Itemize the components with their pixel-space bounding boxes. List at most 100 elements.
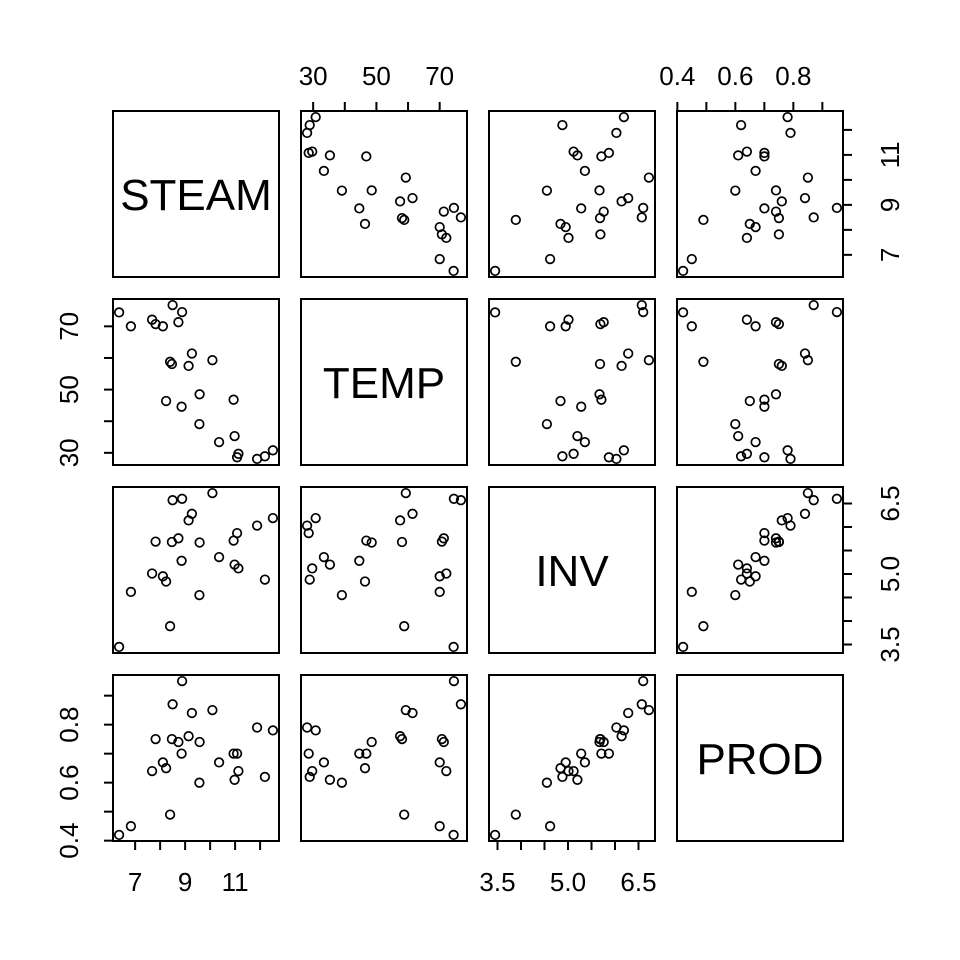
data-point — [595, 229, 606, 240]
axis-tick-label: 5.0 — [550, 867, 586, 897]
data-point — [677, 265, 689, 277]
data-point — [594, 389, 605, 400]
panel-box — [676, 486, 844, 654]
data-point — [735, 451, 747, 462]
data-point — [802, 172, 814, 183]
data-point — [750, 551, 761, 563]
data-point — [759, 151, 770, 162]
data-point — [555, 218, 566, 230]
data-point — [831, 493, 843, 504]
data-point — [399, 214, 410, 226]
axis-tick-label: 0.6 — [717, 61, 753, 91]
data-point — [759, 147, 770, 159]
data-point — [686, 586, 697, 598]
data-point — [776, 515, 787, 526]
data-point — [336, 777, 348, 788]
axis-tick-label: 9 — [178, 867, 192, 897]
data-point — [213, 551, 225, 563]
data-point — [576, 203, 587, 214]
data-point — [267, 512, 279, 524]
data-point — [782, 445, 793, 456]
data-point — [831, 202, 843, 214]
data-point — [773, 536, 785, 548]
data-point — [611, 127, 622, 139]
data-point — [167, 699, 178, 710]
data-point — [594, 733, 606, 745]
panel-box — [488, 298, 656, 466]
data-point — [448, 493, 460, 504]
data-point — [176, 306, 188, 318]
data-point — [563, 765, 574, 777]
data-point — [448, 641, 459, 653]
data-point — [448, 202, 460, 214]
data-point — [354, 748, 365, 759]
data-point — [157, 757, 169, 768]
data-point — [616, 196, 627, 207]
data-point — [441, 232, 452, 244]
data-point — [759, 535, 770, 546]
data-point — [560, 321, 571, 332]
axis-tick-label: 7 — [875, 248, 905, 262]
panel-temp-vs-steam: 30 50 70 — [54, 298, 280, 467]
data-point — [400, 172, 411, 183]
data-point — [759, 527, 770, 539]
data-point — [594, 185, 605, 196]
data-point — [434, 221, 445, 233]
data-point — [318, 165, 330, 177]
axis-tick-label: 0.4 — [659, 61, 695, 91]
data-point — [400, 487, 411, 499]
data-point — [759, 401, 770, 412]
data-point — [160, 395, 172, 407]
data-point — [733, 430, 744, 442]
data-point — [579, 436, 591, 448]
data-point — [434, 821, 445, 832]
data-point — [228, 394, 239, 405]
data-point — [750, 436, 761, 448]
data-point — [394, 515, 406, 526]
data-point — [759, 394, 770, 405]
data-point — [595, 318, 606, 330]
data-point — [267, 445, 279, 456]
data-point — [324, 774, 336, 785]
data-point — [636, 299, 647, 311]
data-point — [686, 253, 697, 265]
data-point — [799, 192, 811, 204]
data-point — [307, 765, 318, 777]
data-point — [399, 809, 410, 820]
axis-tick-label: 3.5 — [479, 867, 515, 897]
axis-tick-label: 30 — [299, 61, 328, 91]
data-point — [782, 111, 793, 123]
panel-box — [300, 674, 468, 842]
data-point — [164, 356, 176, 367]
axis-tick-label: 0.8 — [54, 707, 84, 743]
axis-tick-label: 0.4 — [54, 823, 84, 859]
data-point — [759, 452, 770, 463]
data-point — [802, 487, 814, 499]
data-point — [157, 571, 169, 582]
axis-tick-label: 50 — [362, 61, 391, 91]
panel-box — [488, 110, 656, 278]
panel-box — [300, 110, 468, 278]
data-point — [183, 731, 194, 742]
data-point — [750, 165, 761, 177]
data-point — [213, 757, 225, 768]
data-point — [448, 265, 459, 277]
axis-tick-label: 5.0 — [875, 556, 905, 592]
data-point — [594, 358, 606, 370]
data-point — [186, 707, 198, 719]
data-point — [785, 520, 796, 531]
data-point — [394, 196, 406, 207]
data-point — [596, 748, 607, 759]
data-point — [229, 774, 240, 785]
data-point — [259, 574, 271, 585]
data-point — [436, 536, 448, 547]
data-point — [773, 358, 785, 370]
data-point — [735, 119, 747, 131]
data-point — [324, 150, 336, 161]
data-point — [361, 151, 372, 162]
axis-tick-label: 11 — [222, 867, 249, 897]
data-point — [785, 453, 796, 465]
data-point — [776, 196, 787, 207]
data-point — [741, 232, 753, 244]
panel-prod-vs-temp — [300, 674, 468, 842]
